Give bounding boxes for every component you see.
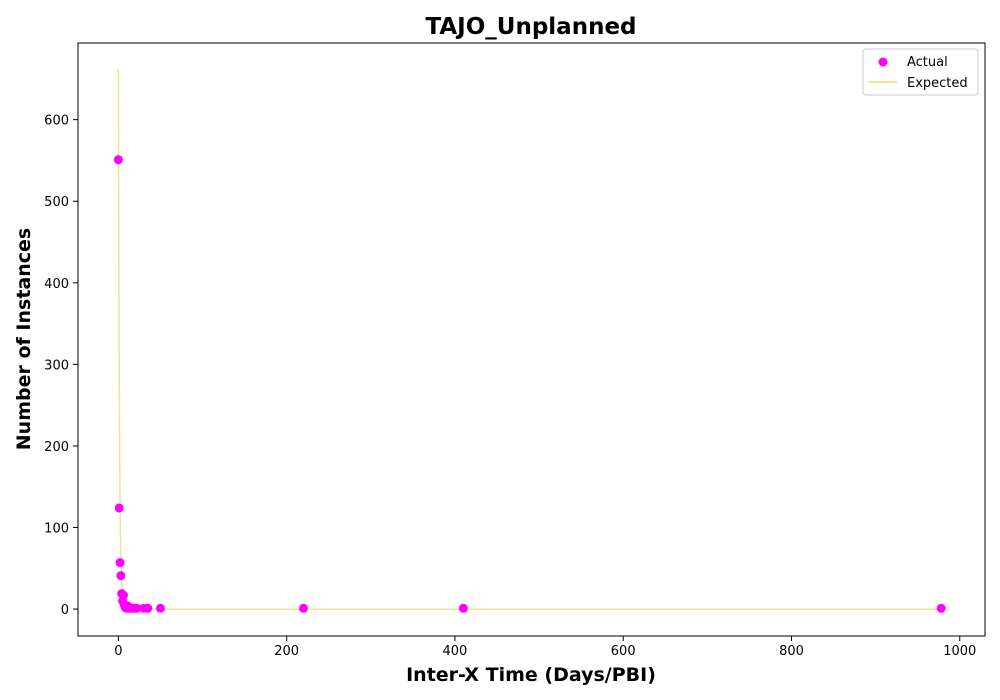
x-tick-label: 800 <box>779 644 804 659</box>
expected-line <box>117 69 942 610</box>
y-tick-label: 200 <box>44 440 69 455</box>
y-tick-label: 300 <box>44 358 69 373</box>
x-tick-label: 0 <box>114 644 122 659</box>
x-tick-label: 400 <box>443 644 468 659</box>
y-tick-label: 500 <box>44 195 69 210</box>
legend-actual-marker <box>878 57 888 67</box>
actual-point <box>115 558 125 568</box>
actual-point <box>458 603 468 613</box>
actual-point <box>132 603 142 613</box>
expected-series-layer <box>117 69 942 610</box>
y-axis: 0 100 200 300 400 500 600 <box>44 114 78 618</box>
actual-point <box>936 603 946 613</box>
actual-point <box>113 155 123 165</box>
y-tick-label: 400 <box>44 277 69 292</box>
x-tick-label: 1000 <box>943 644 976 659</box>
y-axis-label: Number of Instances <box>13 228 35 450</box>
x-axis: 0 200 400 600 800 1000 <box>114 636 976 659</box>
actual-point <box>298 603 308 613</box>
y-tick-label: 100 <box>44 522 69 537</box>
x-tick-label: 200 <box>274 644 299 659</box>
actual-series-layer <box>113 155 946 613</box>
x-tick-label: 600 <box>611 644 636 659</box>
x-axis-label: Inter-X Time (Days/PBI) <box>406 664 656 686</box>
actual-point <box>116 571 126 581</box>
chart-title: TAJO_Unplanned <box>425 14 636 40</box>
plot-frame <box>77 42 986 637</box>
y-tick-label: 0 <box>61 603 69 618</box>
actual-point <box>143 603 153 613</box>
legend-expected-label: Expected <box>907 76 968 91</box>
legend-actual-label: Actual <box>907 55 948 70</box>
actual-point <box>155 603 165 613</box>
y-tick-label: 600 <box>44 114 69 129</box>
legend: Actual Expected <box>862 48 979 96</box>
actual-point <box>114 503 124 513</box>
actual-point <box>118 590 128 600</box>
legend-box <box>862 48 979 96</box>
